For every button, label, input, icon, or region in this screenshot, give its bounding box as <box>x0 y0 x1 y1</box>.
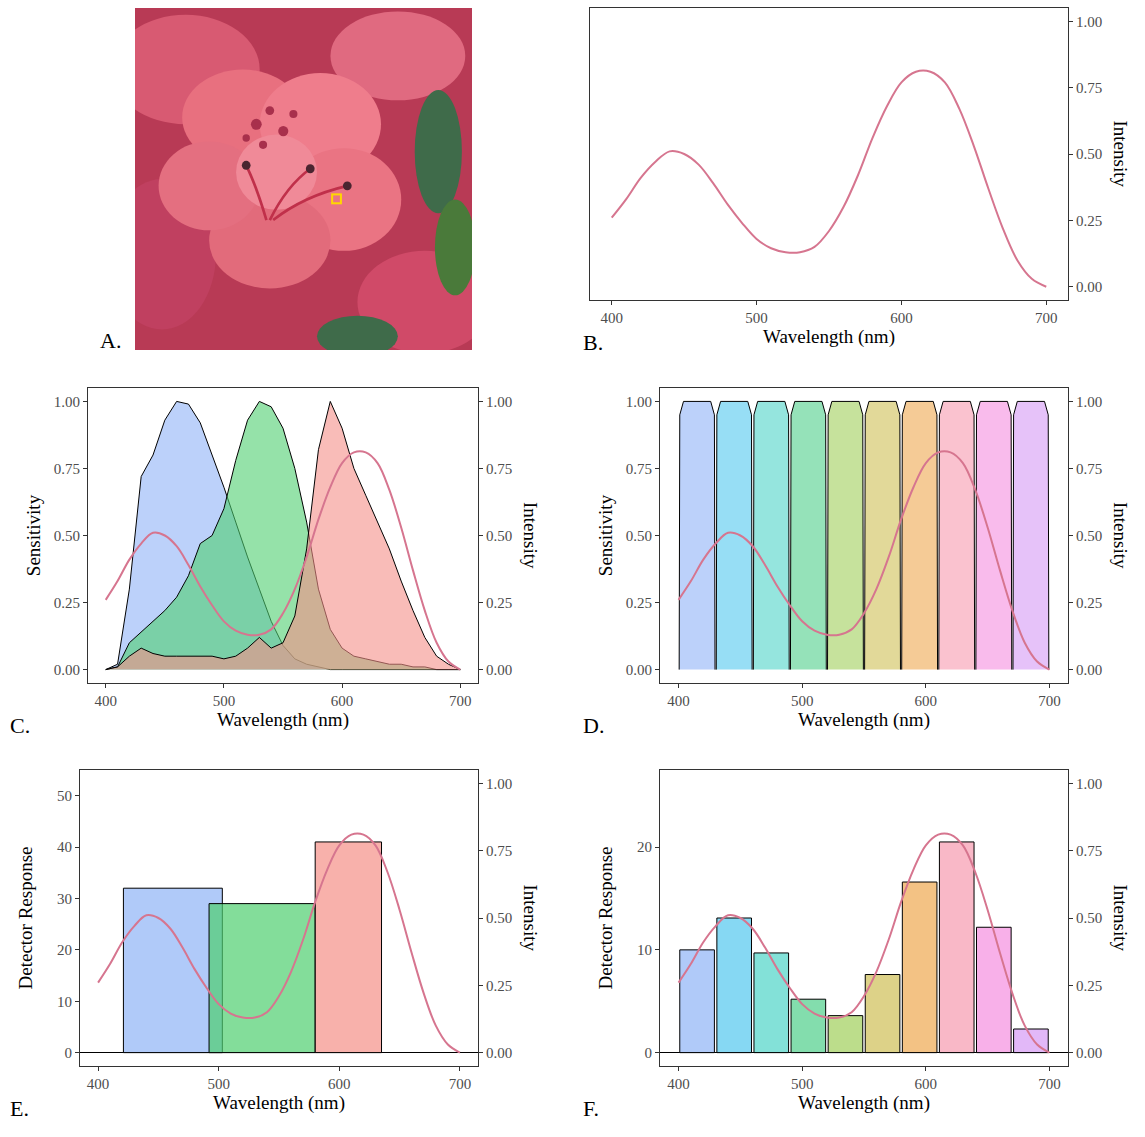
svg-text:0.00: 0.00 <box>1076 279 1102 295</box>
svg-text:500: 500 <box>791 693 814 709</box>
svg-text:700: 700 <box>449 693 472 709</box>
svg-text:0.75: 0.75 <box>486 843 512 859</box>
svg-text:Wavelength (nm): Wavelength (nm) <box>213 1092 345 1114</box>
svg-text:Intensity: Intensity <box>520 885 541 952</box>
svg-text:0.50: 0.50 <box>1076 910 1102 926</box>
svg-text:20: 20 <box>637 839 652 855</box>
svg-text:500: 500 <box>791 1076 814 1092</box>
svg-text:0.50: 0.50 <box>486 910 512 926</box>
svg-text:400: 400 <box>87 1076 110 1092</box>
svg-text:0.75: 0.75 <box>54 461 80 477</box>
svg-text:1.00: 1.00 <box>1076 14 1102 30</box>
svg-text:500: 500 <box>213 693 236 709</box>
svg-text:30: 30 <box>57 891 72 907</box>
svg-text:Sensitivity: Sensitivity <box>595 494 616 576</box>
svg-text:0.00: 0.00 <box>486 662 512 678</box>
svg-text:Intensity: Intensity <box>520 502 541 569</box>
svg-text:40: 40 <box>57 839 72 855</box>
svg-text:600: 600 <box>915 693 938 709</box>
svg-text:0.50: 0.50 <box>1076 146 1102 162</box>
svg-text:400: 400 <box>600 310 623 326</box>
html-text:B.: B. <box>583 330 604 355</box>
html-text:D.: D. <box>583 713 605 738</box>
svg-text:0.00: 0.00 <box>54 662 80 678</box>
svg-text:10: 10 <box>637 942 652 958</box>
svg-text:600: 600 <box>915 1076 938 1092</box>
svg-text:700: 700 <box>1038 1076 1061 1092</box>
svg-text:0.75: 0.75 <box>1076 80 1102 96</box>
svg-text:20: 20 <box>57 942 72 958</box>
svg-text:0.25: 0.25 <box>626 595 652 611</box>
svg-text:0.25: 0.25 <box>1076 213 1102 229</box>
svg-text:1.00: 1.00 <box>486 394 512 410</box>
svg-text:0.25: 0.25 <box>1076 978 1102 994</box>
svg-text:50: 50 <box>57 788 72 804</box>
svg-text:Detector Response: Detector Response <box>595 847 616 990</box>
svg-text:Intensity: Intensity <box>1110 121 1131 188</box>
svg-text:0: 0 <box>65 1045 73 1061</box>
svg-text:600: 600 <box>890 310 913 326</box>
svg-text:Wavelength (nm): Wavelength (nm) <box>798 709 930 731</box>
svg-text:1.00: 1.00 <box>486 776 512 792</box>
svg-text:Wavelength (nm): Wavelength (nm) <box>763 326 895 348</box>
svg-text:1.00: 1.00 <box>626 394 652 410</box>
svg-text:10: 10 <box>57 994 72 1010</box>
svg-text:500: 500 <box>745 310 768 326</box>
svg-text:0.75: 0.75 <box>486 461 512 477</box>
svg-text:1.00: 1.00 <box>1076 394 1102 410</box>
svg-text:Intensity: Intensity <box>1110 885 1131 952</box>
svg-text:0.25: 0.25 <box>1076 595 1102 611</box>
svg-text:Wavelength (nm): Wavelength (nm) <box>217 709 349 731</box>
svg-text:0.00: 0.00 <box>1076 662 1102 678</box>
html-text:E.: E. <box>10 1096 29 1121</box>
html-text:A.: A. <box>100 328 122 353</box>
html-text:C.: C. <box>10 713 31 738</box>
svg-text:700: 700 <box>1038 693 1061 709</box>
svg-text:0.00: 0.00 <box>486 1045 512 1061</box>
svg-text:0.00: 0.00 <box>626 662 652 678</box>
svg-text:700: 700 <box>1035 310 1058 326</box>
svg-text:0.75: 0.75 <box>1076 461 1102 477</box>
svg-text:0.25: 0.25 <box>54 595 80 611</box>
svg-text:0.50: 0.50 <box>54 528 80 544</box>
svg-text:0.50: 0.50 <box>626 528 652 544</box>
svg-text:Intensity: Intensity <box>1110 502 1131 569</box>
svg-text:Detector Response: Detector Response <box>15 847 36 990</box>
svg-text:0.00: 0.00 <box>1076 1045 1102 1061</box>
svg-text:400: 400 <box>94 693 117 709</box>
html-text:F.: F. <box>583 1096 599 1121</box>
svg-text:0.25: 0.25 <box>486 595 512 611</box>
svg-text:0.50: 0.50 <box>486 528 512 544</box>
svg-text:0.25: 0.25 <box>486 978 512 994</box>
svg-text:700: 700 <box>449 1076 472 1092</box>
svg-text:600: 600 <box>328 1076 351 1092</box>
svg-text:0.75: 0.75 <box>626 461 652 477</box>
svg-text:Sensitivity: Sensitivity <box>23 494 44 576</box>
svg-text:1.00: 1.00 <box>54 394 80 410</box>
svg-text:0.50: 0.50 <box>1076 528 1102 544</box>
svg-text:0.75: 0.75 <box>1076 843 1102 859</box>
svg-text:0: 0 <box>645 1045 653 1061</box>
svg-text:1.00: 1.00 <box>1076 776 1102 792</box>
svg-text:400: 400 <box>667 693 690 709</box>
svg-text:400: 400 <box>667 1076 690 1092</box>
svg-text:500: 500 <box>207 1076 230 1092</box>
svg-text:Wavelength (nm): Wavelength (nm) <box>798 1092 930 1114</box>
svg-text:600: 600 <box>331 693 354 709</box>
